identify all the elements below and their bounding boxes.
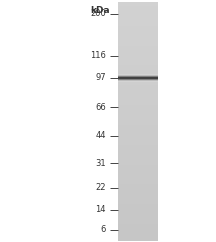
Bar: [118, 212, 158, 217]
Bar: [118, 80, 158, 81]
Bar: [118, 78, 158, 79]
Bar: [118, 22, 158, 26]
Bar: [118, 79, 158, 80]
Bar: [118, 93, 158, 98]
Bar: [118, 77, 158, 78]
Bar: [118, 53, 158, 58]
Bar: [118, 189, 158, 193]
Bar: [118, 75, 158, 76]
Text: 97: 97: [95, 74, 106, 83]
Bar: [118, 224, 158, 229]
Text: 22: 22: [95, 183, 106, 192]
Bar: [118, 81, 158, 86]
Bar: [118, 125, 158, 129]
Bar: [118, 165, 158, 169]
Bar: [118, 50, 158, 54]
Bar: [118, 46, 158, 50]
Bar: [118, 181, 158, 185]
Bar: [118, 196, 158, 201]
Bar: [118, 228, 158, 233]
Bar: [118, 10, 158, 15]
Bar: [118, 109, 158, 113]
Bar: [118, 61, 158, 66]
Bar: [118, 97, 158, 102]
Bar: [118, 200, 158, 205]
Bar: [118, 58, 158, 62]
Bar: [118, 192, 158, 197]
Bar: [118, 137, 158, 141]
Bar: [118, 216, 158, 221]
Bar: [118, 145, 158, 149]
Text: 116: 116: [90, 52, 106, 60]
Bar: [118, 73, 158, 78]
Bar: [118, 184, 158, 189]
Bar: [118, 74, 158, 75]
Bar: [118, 30, 158, 34]
Bar: [118, 129, 158, 133]
Bar: [118, 79, 158, 80]
Bar: [118, 85, 158, 90]
Bar: [118, 34, 158, 38]
Bar: [118, 81, 158, 82]
Bar: [118, 232, 158, 236]
Bar: [118, 77, 158, 78]
Bar: [118, 26, 158, 30]
Bar: [118, 121, 158, 125]
Bar: [118, 176, 158, 181]
Bar: [118, 75, 158, 76]
Bar: [118, 153, 158, 157]
Text: 200: 200: [90, 9, 106, 18]
Bar: [118, 14, 158, 18]
Bar: [118, 77, 158, 82]
Text: 6: 6: [101, 226, 106, 234]
Bar: [118, 18, 158, 22]
Bar: [118, 204, 158, 209]
Bar: [118, 6, 158, 10]
Text: 66: 66: [95, 103, 106, 112]
Bar: [118, 169, 158, 173]
Bar: [118, 78, 158, 79]
Text: 14: 14: [95, 205, 106, 214]
Bar: [118, 117, 158, 121]
Bar: [118, 81, 158, 82]
Text: 44: 44: [95, 131, 106, 141]
Bar: [118, 236, 158, 241]
Text: kDa: kDa: [90, 6, 110, 15]
Bar: [118, 74, 158, 75]
Bar: [118, 80, 158, 81]
Bar: [118, 105, 158, 110]
Bar: [118, 141, 158, 145]
Bar: [118, 161, 158, 165]
Bar: [118, 69, 158, 74]
Bar: [118, 113, 158, 118]
Bar: [118, 76, 158, 77]
Bar: [118, 38, 158, 42]
Bar: [118, 101, 158, 106]
Text: 31: 31: [95, 159, 106, 167]
Bar: [118, 133, 158, 137]
Bar: [118, 89, 158, 94]
Bar: [118, 42, 158, 46]
Bar: [118, 2, 158, 7]
Bar: [118, 66, 158, 70]
Bar: [118, 173, 158, 177]
Bar: [118, 157, 158, 161]
Bar: [118, 149, 158, 153]
Bar: [118, 208, 158, 213]
Bar: [118, 76, 158, 77]
Bar: [118, 220, 158, 225]
